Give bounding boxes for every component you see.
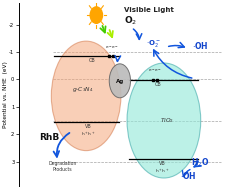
Text: $\cdot$O$_2^-$: $\cdot$O$_2^-$ [146, 38, 160, 49]
Text: h$^+$h$^+$: h$^+$h$^+$ [154, 167, 168, 175]
Text: CB: CB [88, 58, 95, 63]
Text: Ag: Ag [115, 79, 124, 84]
Text: Degradation
Products: Degradation Products [48, 161, 76, 172]
Text: e$^-$e$^-$: e$^-$e$^-$ [147, 67, 161, 74]
Circle shape [90, 7, 102, 23]
Y-axis label: Potential vs. NHE  (eV): Potential vs. NHE (eV) [3, 61, 8, 128]
Text: e$^-$e$^-$: e$^-$e$^-$ [104, 44, 118, 50]
Ellipse shape [109, 64, 130, 98]
Text: RhB: RhB [39, 133, 59, 142]
Text: Visible Light: Visible Light [123, 7, 173, 13]
Text: g-C$_3$N$_4$: g-C$_3$N$_4$ [72, 84, 93, 94]
Ellipse shape [51, 41, 120, 151]
Text: h$^+$h$^+$: h$^+$h$^+$ [81, 130, 95, 138]
Text: VB: VB [158, 161, 164, 166]
Text: VB: VB [84, 124, 91, 129]
Text: CB: CB [154, 82, 160, 87]
Text: $\cdot$OH: $\cdot$OH [191, 40, 208, 51]
Text: O$_2$: O$_2$ [123, 14, 136, 27]
Text: $\cdot$OH: $\cdot$OH [179, 170, 196, 181]
Text: TiO$_2$: TiO$_2$ [159, 116, 173, 125]
Ellipse shape [126, 63, 200, 178]
Text: H$_2$O: H$_2$O [190, 157, 208, 169]
